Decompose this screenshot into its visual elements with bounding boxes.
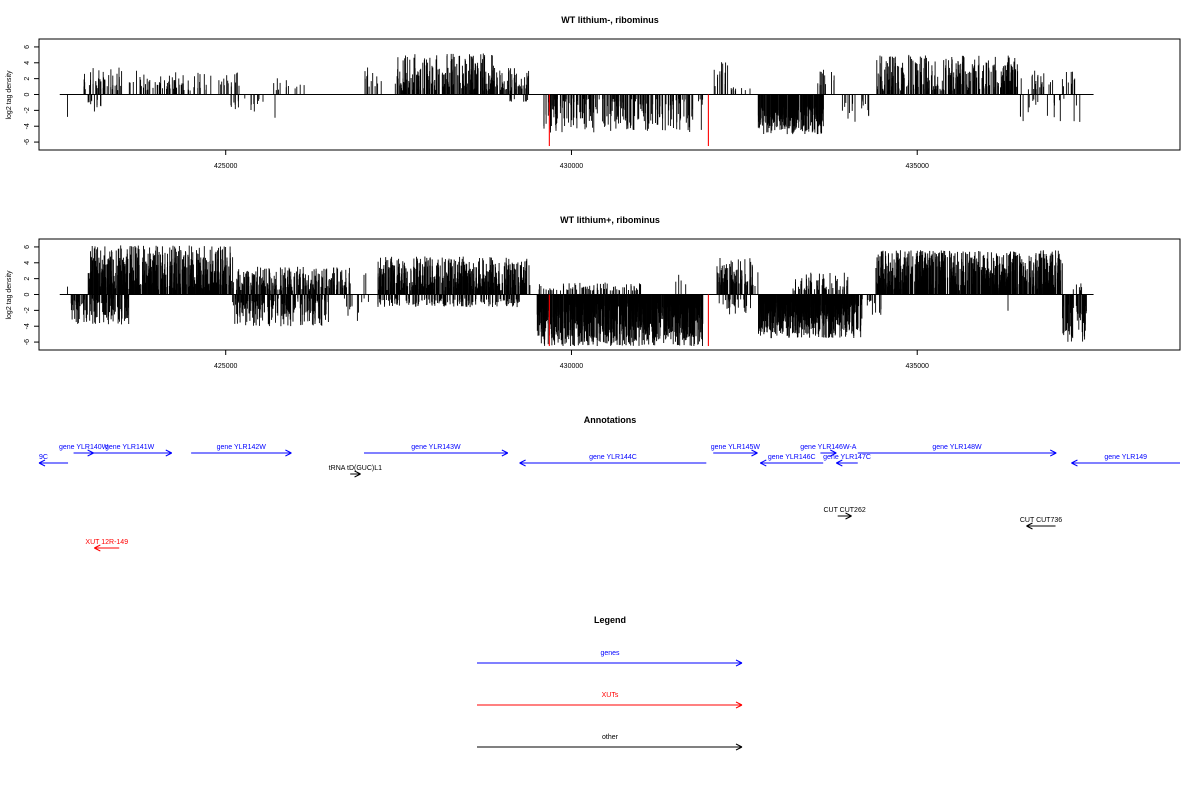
track-title: WT lithium-, ribominus: [561, 15, 659, 25]
y-axis: -6 -4 -2 0 2 4 6: [24, 45, 39, 145]
track-panel-lithium-plus: WT lithium+, ribominus log2 tag density …: [6, 215, 1180, 370]
y-tick-label: 4: [24, 61, 31, 65]
bar-group: [60, 245, 1094, 346]
y-axis-label: log2 tag density: [6, 270, 13, 320]
track-title: WT lithium+, ribominus: [560, 215, 660, 225]
x-tick-label: 425000: [214, 163, 237, 170]
y-tick-label: -4: [24, 123, 31, 129]
track-panel-lithium-minus: WT lithium-, ribominus log2 tag density …: [6, 15, 1180, 170]
y-tick-label: -2: [24, 107, 31, 113]
y-axis-label: log2 tag density: [6, 70, 13, 120]
y-tick-label: 0: [24, 92, 31, 96]
y-tick-label: -6: [24, 139, 31, 145]
x-tick-label: 435000: [906, 163, 929, 170]
y-tick-label: 2: [24, 77, 31, 81]
y-tick-label: 6: [24, 45, 31, 49]
x-tick-label: 430000: [560, 163, 583, 170]
bar-group: [60, 54, 1094, 135]
x-axis: 425000 430000 435000: [214, 150, 929, 170]
